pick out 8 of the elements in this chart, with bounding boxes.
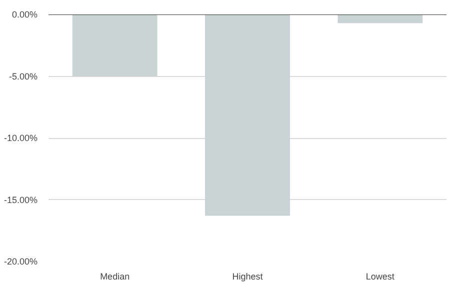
y-tick-label: -20.00% <box>4 256 38 266</box>
y-tick-label: 0.00% <box>12 10 38 20</box>
y-tick-label: -10.00% <box>4 133 38 143</box>
y-tick-label: -5.00% <box>8 71 38 82</box>
x-tick-label: Lowest <box>366 272 395 282</box>
y-tick-label: -15.00% <box>4 194 38 205</box>
x-tick-label: Median <box>100 272 130 282</box>
x-tick-label: Highest <box>232 272 264 282</box>
